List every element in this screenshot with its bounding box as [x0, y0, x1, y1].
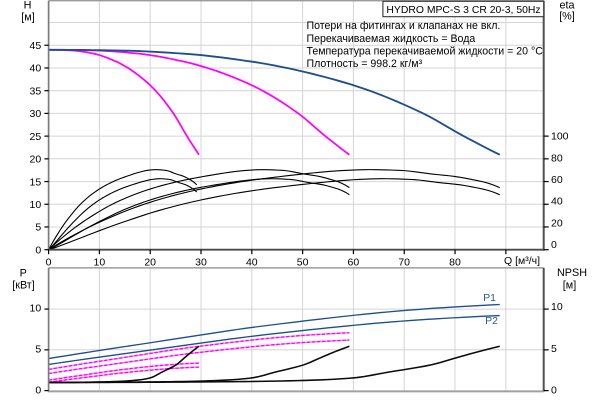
svg-text:15: 15 — [30, 176, 42, 188]
svg-text:Плотность = 998.2 кг/м³: Плотность = 998.2 кг/м³ — [307, 58, 423, 70]
svg-text:70: 70 — [398, 256, 410, 268]
svg-text:40: 40 — [551, 196, 563, 208]
svg-text:20: 20 — [551, 217, 563, 229]
svg-text:80: 80 — [551, 152, 563, 164]
svg-text:35: 35 — [30, 85, 42, 97]
svg-text:Q [м³/ч]: Q [м³/ч] — [504, 255, 540, 267]
svg-text:50: 50 — [297, 256, 309, 268]
svg-text:5: 5 — [35, 222, 41, 234]
svg-text:0: 0 — [551, 239, 557, 251]
svg-text:HYDRO MPC-S 3 CR 20-3, 50Hz: HYDRO MPC-S 3 CR 20-3, 50Hz — [386, 5, 540, 16]
svg-text:10: 10 — [30, 303, 42, 315]
svg-text:Температура перекачиваемой жид: Температура перекачиваемой жидкости = 20… — [307, 45, 544, 57]
svg-text:10: 10 — [551, 301, 563, 313]
svg-text:60: 60 — [348, 256, 360, 268]
svg-text:0: 0 — [46, 256, 52, 268]
svg-text:40: 40 — [246, 256, 258, 268]
svg-text:P1: P1 — [483, 292, 496, 304]
svg-text:40: 40 — [30, 63, 42, 75]
svg-text:0: 0 — [551, 385, 557, 397]
svg-text:80: 80 — [449, 256, 461, 268]
svg-text:P2: P2 — [485, 315, 498, 327]
svg-text:25: 25 — [30, 131, 42, 143]
svg-text:20: 20 — [30, 154, 42, 166]
svg-text:[м]: [м] — [563, 280, 576, 292]
svg-text:5: 5 — [551, 343, 557, 355]
svg-text:Потери на фитингах и клапанах: Потери на фитингах и клапанах не вкл. — [307, 20, 501, 32]
svg-text:0: 0 — [35, 244, 41, 256]
svg-text:[кВт]: [кВт] — [12, 279, 35, 291]
svg-text:P: P — [20, 267, 27, 279]
svg-text:[м]: [м] — [21, 12, 34, 24]
svg-text:45: 45 — [30, 40, 42, 52]
svg-text:100: 100 — [551, 131, 569, 143]
svg-text:30: 30 — [195, 256, 207, 268]
svg-text:Перекачиваемая жидкость = Вода: Перекачиваемая жидкость = Вода — [307, 33, 476, 45]
svg-text:5: 5 — [35, 344, 41, 356]
svg-text:20: 20 — [144, 256, 156, 268]
svg-text:eta: eta — [559, 0, 574, 12]
svg-text:NPSH: NPSH — [557, 267, 587, 279]
svg-text:H: H — [24, 0, 32, 12]
svg-text:60: 60 — [551, 174, 563, 186]
svg-text:0: 0 — [35, 385, 41, 397]
svg-text:10: 10 — [30, 199, 42, 211]
svg-text:30: 30 — [30, 108, 42, 120]
svg-text:[%]: [%] — [559, 11, 575, 23]
svg-text:10: 10 — [94, 256, 106, 268]
